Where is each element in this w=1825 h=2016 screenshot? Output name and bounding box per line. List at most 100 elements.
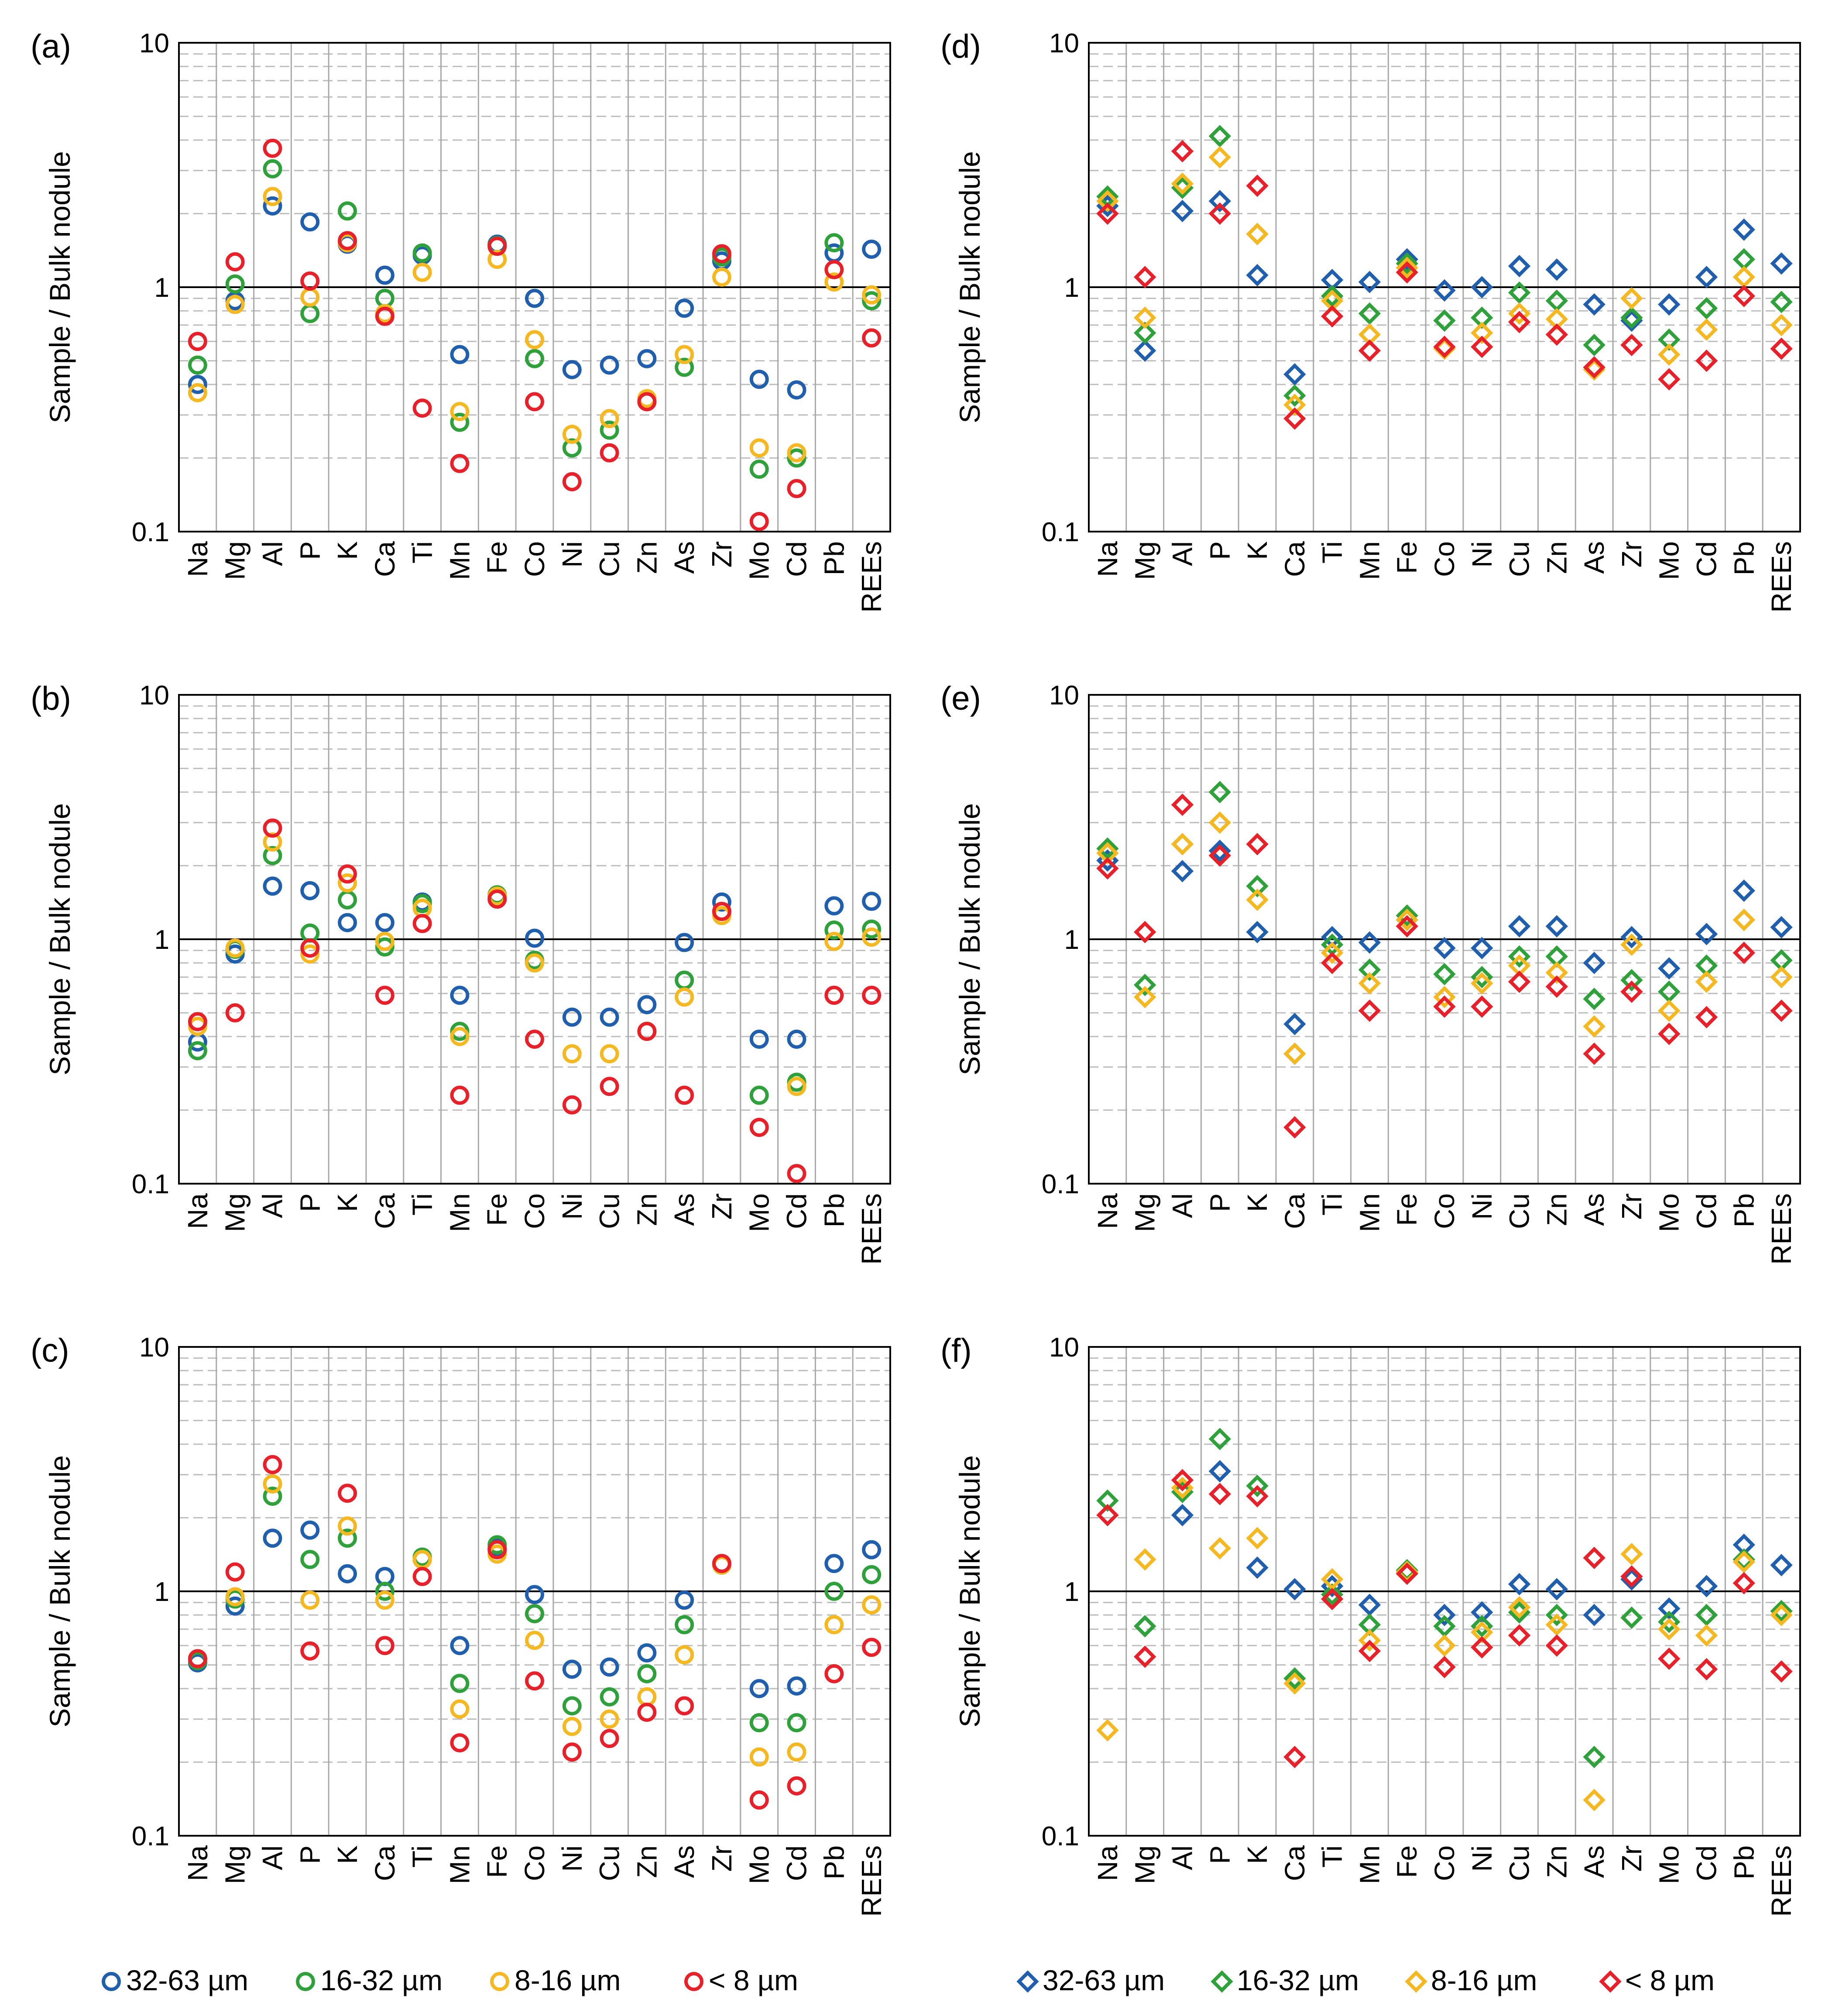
data-point-circle	[862, 892, 882, 911]
data-point-diamond	[1208, 1537, 1231, 1560]
data-point-circle	[263, 1528, 282, 1548]
data-point-diamond	[1658, 328, 1681, 351]
data-point-diamond	[1583, 333, 1605, 357]
data-point-diamond	[1658, 980, 1681, 1003]
data-point-diamond	[1770, 291, 1793, 313]
data-point-circle	[300, 1641, 320, 1661]
data-point-diamond	[1171, 833, 1194, 855]
data-point-diamond	[1508, 302, 1531, 325]
x-tick-label: Zn	[1541, 1845, 1572, 1878]
data-point-diamond	[1208, 781, 1231, 804]
data-point-circle	[562, 1717, 582, 1736]
data-point-circle	[749, 1085, 769, 1105]
data-point-circle	[263, 1474, 282, 1494]
data-point-diamond	[1283, 1042, 1306, 1065]
data-point-diamond	[1583, 356, 1605, 379]
data-point-circle	[300, 287, 320, 307]
data-point-circle	[824, 1615, 844, 1635]
data-point-diamond	[1208, 844, 1231, 867]
x-tick-label: As	[669, 1193, 700, 1226]
data-point-diamond	[1732, 266, 1755, 288]
data-point-circle	[862, 927, 882, 947]
y-tick-label: 10	[139, 28, 169, 58]
legend-label: 16-32 µm	[1237, 1964, 1359, 1996]
data-point-diamond	[1171, 1504, 1194, 1527]
x-tick-label: Cd	[781, 1845, 813, 1881]
legend-circle-icon	[102, 1972, 121, 1991]
x-tick-label: Ti	[407, 541, 438, 563]
x-tick-label: Mg	[1129, 1193, 1161, 1232]
data-point-diamond	[1396, 1563, 1418, 1585]
plot-frame	[1088, 1346, 1801, 1837]
x-tick-label: Al	[257, 541, 288, 566]
data-point-diamond	[1770, 337, 1793, 360]
x-tick-label: Zr	[706, 1845, 738, 1872]
data-point-diamond	[1283, 1745, 1306, 1769]
x-tick-label: Mn	[444, 541, 475, 580]
data-point-circle	[525, 1585, 544, 1604]
data-point-diamond	[1732, 909, 1755, 931]
data-point-diamond	[1695, 297, 1718, 319]
plot-frame	[178, 1346, 891, 1837]
data-point-circle	[562, 472, 582, 491]
data-point-diamond	[1096, 1489, 1119, 1512]
data-point-diamond	[1620, 306, 1643, 329]
data-point-diamond	[1658, 1647, 1681, 1670]
chart-panel-d: 10 1 0.1 Sample / Bulk nodule (d) Na Mg Al P K Ca T…	[940, 28, 1801, 613]
data-point-circle	[375, 986, 395, 1005]
data-point-circle	[862, 1565, 882, 1584]
data-point-diamond	[1508, 1624, 1531, 1647]
x-tick-label: Cu	[594, 541, 625, 577]
data-point-circle	[525, 288, 544, 308]
data-point-diamond	[1545, 961, 1568, 984]
data-point-diamond	[1433, 1655, 1456, 1679]
data-point-circle	[787, 479, 806, 498]
legend-label: < 8 µm	[1625, 1964, 1715, 1996]
data-point-circle	[225, 1562, 245, 1582]
data-point-diamond	[1096, 857, 1119, 880]
x-tick-label: Ni	[1466, 1845, 1498, 1872]
data-point-diamond	[1134, 1615, 1156, 1638]
data-point-diamond	[1283, 1578, 1306, 1600]
y-tick-label: 1	[154, 925, 169, 955]
x-tick-label: Zn	[631, 541, 662, 574]
data-point-circle	[338, 913, 357, 932]
x-tick-label: As	[1578, 1193, 1610, 1226]
data-point-diamond	[1283, 1013, 1306, 1035]
x-tick-label: Zr	[1616, 1193, 1647, 1219]
x-tick-label: As	[1578, 541, 1610, 574]
data-point-diamond	[1208, 202, 1231, 225]
data-point-diamond	[1545, 975, 1568, 998]
data-point-circle	[562, 1044, 582, 1064]
x-tick-label: K	[332, 541, 363, 560]
data-point-circle	[375, 306, 395, 326]
data-point-circle	[263, 138, 282, 158]
data-point-circle	[637, 1703, 657, 1722]
x-tick-label: Fe	[1391, 1845, 1423, 1878]
data-point-circle	[637, 1664, 657, 1683]
data-point-diamond	[1471, 1636, 1493, 1659]
data-point-circle	[338, 231, 357, 251]
data-point-circle	[375, 931, 395, 951]
legend-label: 16-32 µm	[320, 1964, 443, 1996]
data-point-diamond	[1583, 1745, 1605, 1769]
x-tick-label: Mg	[220, 541, 251, 580]
data-point-circle	[487, 237, 507, 256]
panel-label: (d)	[940, 28, 981, 65]
data-point-circle	[525, 1030, 544, 1049]
data-point-diamond	[1658, 1023, 1681, 1045]
data-point-diamond	[1283, 1672, 1306, 1695]
data-point-diamond	[1134, 986, 1156, 1009]
data-point-circle	[225, 1587, 245, 1607]
x-tick-label: Ca	[369, 541, 401, 577]
data-point-circle	[600, 1657, 619, 1677]
data-point-circle	[263, 846, 282, 865]
x-tick-label: K	[332, 1193, 363, 1212]
x-tick-label: P	[294, 1193, 326, 1212]
x-tick-label: Na	[182, 541, 213, 577]
data-point-diamond	[1246, 223, 1269, 245]
data-point-diamond	[1433, 1604, 1456, 1626]
data-point-diamond	[1658, 368, 1681, 391]
data-point-circle	[412, 914, 432, 933]
x-tick-label: Fe	[1391, 1193, 1423, 1226]
